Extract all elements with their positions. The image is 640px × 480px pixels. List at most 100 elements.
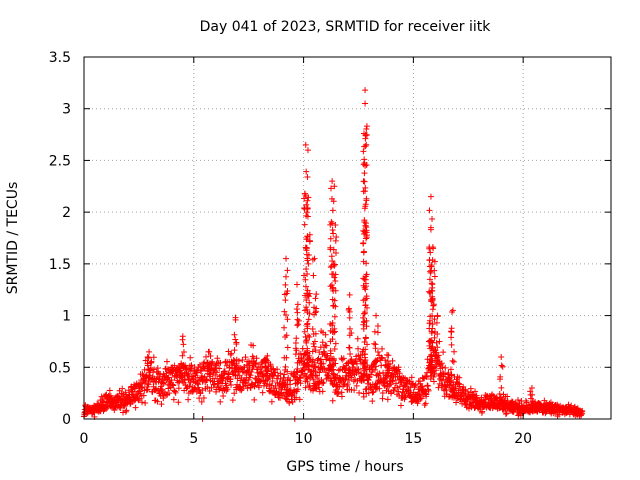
data-point: [346, 314, 353, 321]
data-point: [379, 345, 386, 352]
data-point: [306, 238, 313, 245]
data-point: [296, 396, 303, 403]
data-point: [360, 346, 367, 353]
data-point: [215, 383, 222, 390]
data-point: [323, 354, 330, 361]
data-point: [496, 391, 503, 398]
data-point: [426, 288, 433, 295]
data-point: [464, 388, 471, 395]
data-point: [303, 236, 310, 243]
data-point: [331, 313, 338, 320]
data-point: [320, 379, 327, 386]
data-point: [178, 369, 185, 376]
data-point: [171, 388, 178, 395]
data-point: [429, 281, 436, 288]
data-point: [238, 387, 245, 394]
data-point: [331, 346, 338, 353]
data-point: [169, 381, 176, 388]
data-point: [497, 394, 504, 401]
data-point: [179, 352, 186, 359]
data-point: [293, 347, 300, 354]
data-point: [425, 387, 432, 394]
data-point: [346, 367, 353, 374]
data-point: [527, 388, 534, 395]
data-point: [362, 162, 369, 169]
y-tick-label: 2: [62, 205, 71, 221]
data-point: [361, 170, 368, 177]
data-point: [199, 387, 206, 394]
data-point: [304, 255, 311, 262]
data-point: [363, 234, 370, 241]
data-point: [362, 100, 369, 107]
data-point: [449, 357, 456, 364]
data-point: [175, 379, 182, 386]
data-point: [379, 395, 386, 402]
data-point: [304, 361, 311, 368]
data-point: [371, 340, 378, 347]
data-point: [282, 273, 289, 280]
data-point: [330, 355, 337, 362]
data-point: [303, 304, 310, 311]
data-point: [363, 131, 370, 138]
data-point: [362, 132, 369, 139]
data-point: [360, 310, 367, 317]
data-point: [385, 363, 392, 370]
data-point: [281, 291, 288, 298]
data-point: [384, 396, 391, 403]
data-point: [186, 377, 193, 384]
data-point: [418, 395, 425, 402]
data-point: [440, 349, 447, 356]
data-point: [140, 392, 147, 399]
data-point: [281, 371, 288, 378]
data-point: [304, 350, 311, 357]
data-point: [123, 407, 130, 414]
data-point: [294, 386, 301, 393]
data-point: [436, 376, 443, 383]
data-point: [305, 252, 312, 259]
data-point: [329, 226, 336, 233]
data-point: [327, 185, 334, 192]
data-point: [423, 391, 430, 398]
data-point: [448, 341, 455, 348]
x-tick-label: 20: [514, 431, 532, 447]
data-point: [356, 389, 363, 396]
data-point: [295, 321, 302, 328]
data-point: [305, 316, 312, 323]
data-point: [328, 218, 335, 225]
data-point: [408, 374, 415, 381]
data-point: [150, 354, 157, 361]
data-point: [240, 383, 247, 390]
data-point: [111, 407, 118, 414]
data-point: [303, 168, 310, 175]
data-point: [231, 347, 238, 354]
data-point: [412, 381, 419, 388]
chart-title: Day 041 of 2023, SRMTID for receiver iit…: [200, 19, 492, 35]
data-point: [363, 123, 370, 130]
data-point: [317, 344, 324, 351]
data-point: [384, 367, 391, 374]
data-point: [232, 336, 239, 343]
data-point: [204, 384, 211, 391]
data-point: [166, 390, 173, 397]
data-point: [363, 227, 370, 234]
data-point: [282, 363, 289, 370]
x-tick-label: 0: [80, 431, 89, 447]
data-point: [332, 287, 339, 294]
data-point: [389, 370, 396, 377]
data-point: [180, 341, 187, 348]
data-point: [427, 224, 434, 231]
data-point: [273, 388, 280, 395]
data-point: [428, 337, 435, 344]
data-point: [303, 362, 310, 369]
data-point: [327, 264, 334, 271]
data-point: [304, 197, 311, 204]
data-point: [319, 380, 326, 387]
data-point: [332, 271, 339, 278]
axis-ticks: 0 0.5 1 1.5 2 2.5 3 3.5 0 5 10 15 20: [49, 50, 611, 447]
data-point: [373, 372, 380, 379]
data-point: [294, 322, 301, 329]
data-point: [331, 183, 338, 190]
data-point: [135, 397, 142, 404]
data-point: [304, 309, 311, 316]
data-point: [282, 281, 289, 288]
